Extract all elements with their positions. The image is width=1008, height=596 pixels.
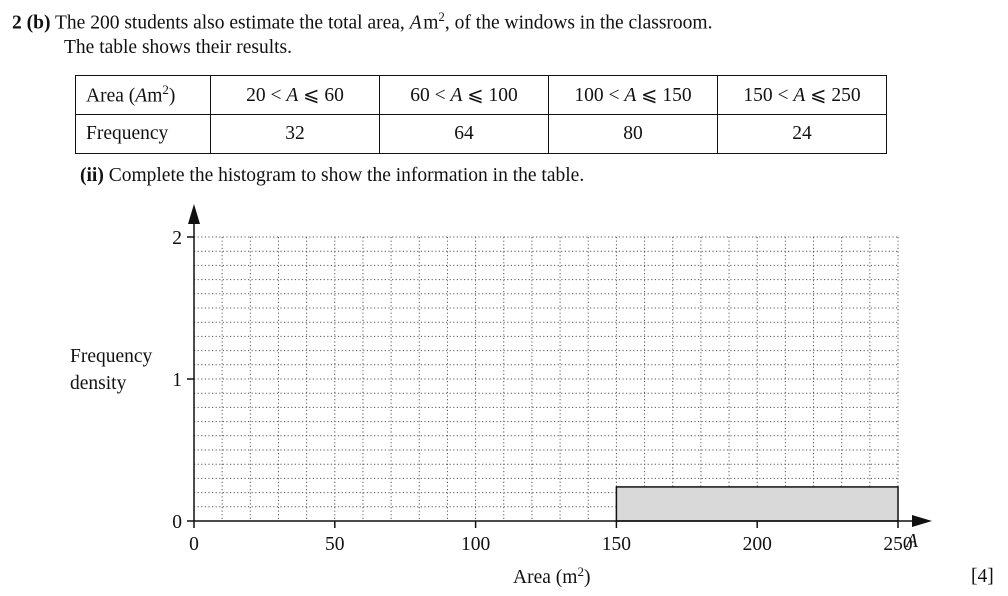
y-axis-label: Frequency density xyxy=(70,346,153,394)
x-tick-label: 0 xyxy=(189,534,199,555)
y-axis-label-line-1: Frequency xyxy=(70,346,153,367)
question-text-end: , of the windows in the classroom. xyxy=(444,12,713,34)
x-tick-label: 200 xyxy=(743,534,772,555)
question-text-start: The 200 students also estimate the total… xyxy=(55,12,410,34)
question-part: (b) xyxy=(26,12,51,34)
chart-grid xyxy=(194,236,899,521)
y-tick-label: 1 xyxy=(172,370,182,391)
y-tick-label: 2 xyxy=(172,228,182,249)
frequency-cell: 32 xyxy=(210,114,380,154)
x-axis-arrow-icon xyxy=(912,515,932,527)
x-axis-variable: A xyxy=(904,531,918,552)
subquestion: (ii) Complete the histogram to show the … xyxy=(80,165,584,187)
frequency-cell: 64 xyxy=(379,114,549,154)
area-variable: A xyxy=(409,12,422,34)
x-tick-label: 150 xyxy=(602,534,631,555)
marks-allocation: [4] xyxy=(971,566,994,587)
subquestion-label: (ii) xyxy=(80,165,104,186)
frequency-table: Area (Am2) 20 < A ⩽ 60 60 < A ⩽ 100 100 … xyxy=(75,75,887,154)
interval-cell: 150 < A ⩽ 250 xyxy=(717,75,887,115)
histogram-bars xyxy=(615,486,899,522)
y-tick-label: 0 xyxy=(172,512,182,533)
x-tick-label: 250 xyxy=(883,534,912,555)
x-tick-label: 100 xyxy=(461,534,490,555)
table-frequency-row: Frequency 32 64 80 24 xyxy=(75,114,887,154)
chart-ticks: 0 50 100 150 200 250 0 1 2 xyxy=(172,228,912,555)
y-axis-label-line-2: density xyxy=(70,373,127,394)
question-line-1: 2 (b) The 200 students also estimate the… xyxy=(12,9,712,35)
x-axis-label: Area (m2) xyxy=(513,564,590,588)
x-tick-label: 50 xyxy=(325,534,345,555)
interval-cell: 20 < A ⩽ 60 xyxy=(210,75,380,115)
histogram-bar xyxy=(615,486,899,522)
y-axis-arrow-icon xyxy=(188,204,200,224)
question-line-2: The table shows their results. xyxy=(64,37,292,58)
subquestion-text: Complete the histogram to show the infor… xyxy=(103,165,585,186)
area-unit-power: 2 xyxy=(438,9,445,24)
frequency-header-cell: Frequency xyxy=(75,114,211,154)
chart-axes xyxy=(188,204,932,527)
area-unit: m xyxy=(423,12,439,34)
question-number: 2 xyxy=(12,12,22,34)
frequency-cell: 80 xyxy=(548,114,718,154)
frequency-cell: 24 xyxy=(717,114,887,154)
